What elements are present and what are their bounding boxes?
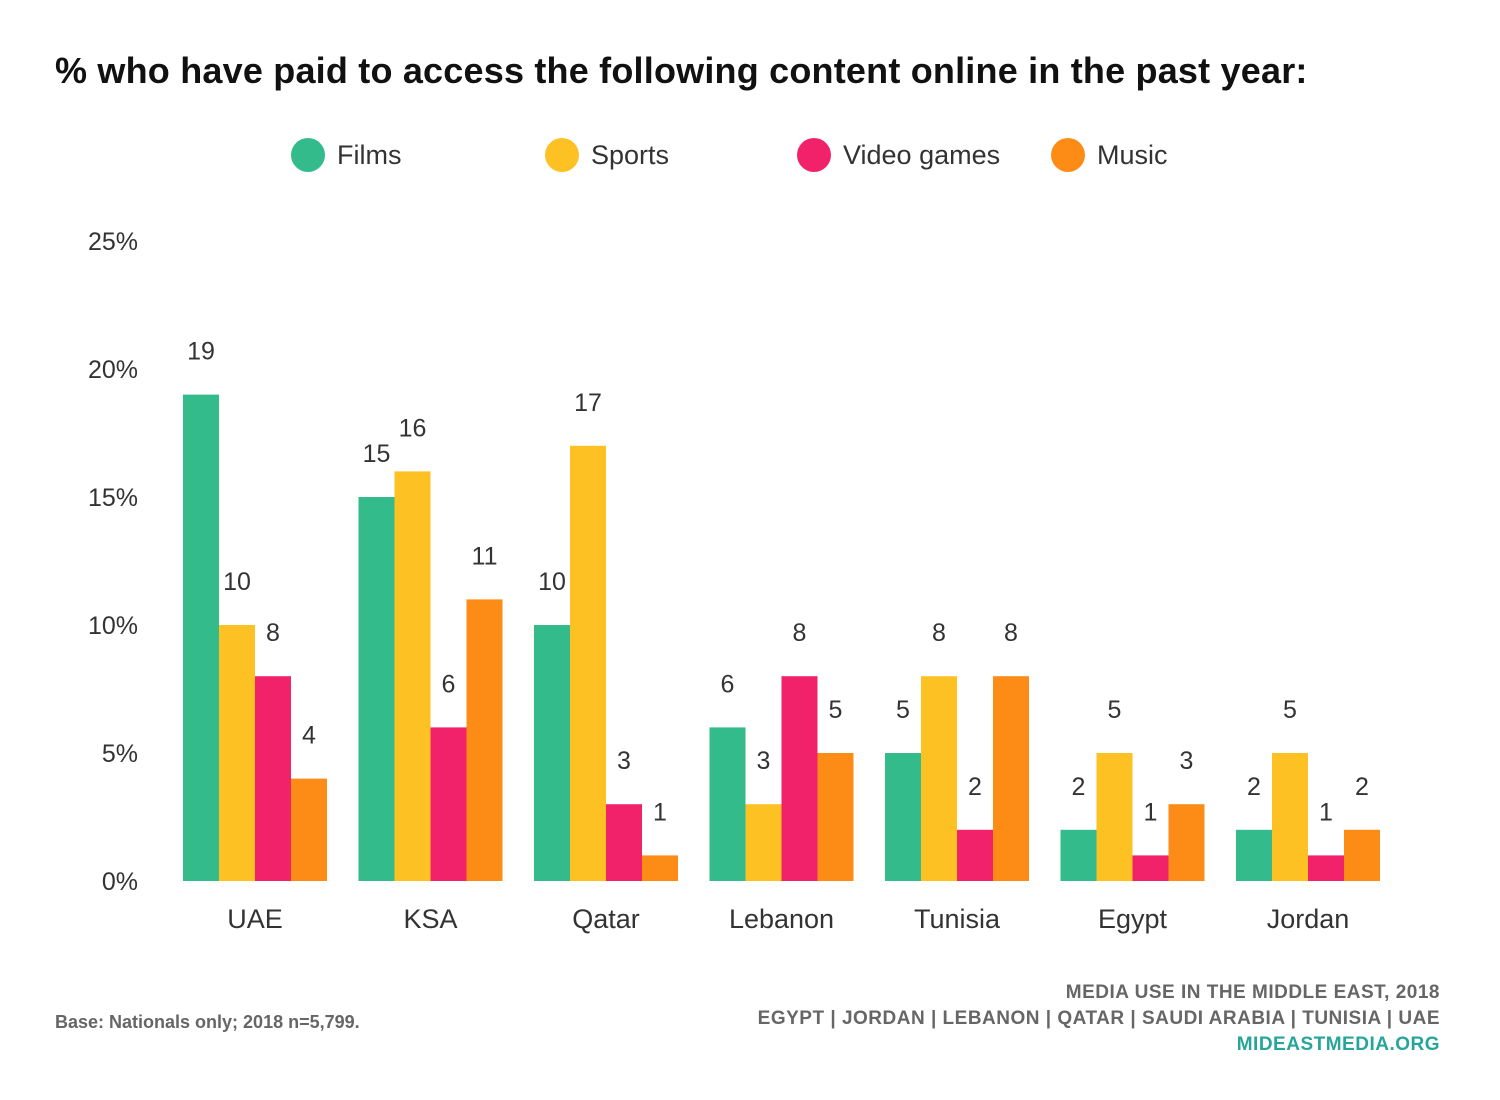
data-label: 2 — [968, 773, 982, 801]
bar-jordan-video-games — [1308, 855, 1344, 881]
data-label: 8 — [932, 619, 946, 647]
y-tick-label: 5% — [102, 740, 138, 768]
x-category-label: Jordan — [1267, 904, 1350, 934]
data-label: 2 — [1355, 773, 1369, 801]
data-label: 3 — [617, 747, 631, 775]
bar-ksa-sports — [394, 471, 431, 881]
data-label: 8 — [793, 619, 807, 647]
legend-label-music: Music — [1097, 139, 1168, 170]
bar-ksa-films — [358, 497, 395, 881]
y-tick-label: 0% — [102, 868, 138, 896]
bar-lebanon-sports — [745, 804, 782, 881]
bar-jordan-music — [1344, 829, 1380, 881]
legend: Films Sports Video games Music — [0, 130, 1500, 180]
bar-uae-films — [183, 394, 219, 881]
data-label: 15 — [363, 440, 391, 468]
bar-jordan-films — [1236, 829, 1272, 881]
data-label: 1 — [1319, 798, 1333, 826]
data-label: 10 — [538, 568, 566, 596]
data-label: 3 — [757, 747, 771, 775]
bar-tunisia-video-games — [957, 829, 993, 881]
data-label: 1 — [1144, 798, 1158, 826]
x-category-label: Egypt — [1098, 904, 1168, 934]
x-category-label: UAE — [227, 904, 283, 934]
source-block: MEDIA USE IN THE MIDDLE EAST, 2018 EGYPT… — [758, 980, 1440, 1058]
bar-tunisia-music — [993, 676, 1029, 881]
data-label: 4 — [302, 722, 316, 750]
bar-lebanon-video-games — [781, 676, 818, 881]
bar-tunisia-films — [885, 753, 921, 881]
data-label: 6 — [721, 670, 735, 698]
data-label: 16 — [399, 414, 427, 442]
data-label: 8 — [1004, 619, 1018, 647]
bar-egypt-films — [1060, 829, 1097, 881]
data-label: 8 — [266, 619, 280, 647]
x-category-label: KSA — [403, 904, 457, 934]
data-label: 5 — [1108, 696, 1122, 724]
source-title: MEDIA USE IN THE MIDDLE EAST, 2018 — [1065, 982, 1440, 1003]
bar-qatar-films — [534, 625, 570, 881]
bar-jordan-sports — [1272, 753, 1308, 881]
bar-ksa-music — [466, 599, 503, 881]
legend-item-films: Films — [291, 130, 401, 180]
bar-qatar-music — [642, 855, 678, 881]
bar-lebanon-music — [817, 753, 854, 881]
bar-uae-music — [291, 778, 327, 881]
bar-lebanon-films — [709, 727, 746, 881]
data-label: 3 — [1180, 747, 1194, 775]
bar-uae-video-games — [255, 676, 291, 881]
chart-title: % who have paid to access the following … — [55, 50, 1308, 91]
data-label: 5 — [896, 696, 910, 724]
source-countries: EGYPT | JORDAN | LEBANON | QATAR | SAUDI… — [757, 1008, 1440, 1029]
x-category-label: Lebanon — [729, 904, 834, 934]
legend-swatch-films — [291, 138, 325, 172]
legend-swatch-music — [1051, 138, 1085, 172]
bar-egypt-sports — [1096, 753, 1133, 881]
legend-item-sports: Sports — [545, 130, 669, 180]
x-category-label: Tunisia — [914, 904, 1001, 934]
legend-item-video-games: Video games — [797, 130, 1000, 180]
data-label: 19 — [187, 338, 215, 366]
y-tick-label: 20% — [88, 356, 138, 384]
data-label: 10 — [223, 568, 251, 596]
y-tick-label: 25% — [88, 228, 138, 256]
bar-egypt-music — [1168, 804, 1205, 881]
bar-egypt-video-games — [1132, 855, 1169, 881]
legend-label-video-games: Video games — [843, 139, 1001, 170]
y-tick-label: 10% — [88, 612, 138, 640]
legend-swatch-sports — [545, 138, 579, 172]
data-label: 1 — [653, 798, 667, 826]
legend-label-sports: Sports — [591, 139, 670, 170]
bar-qatar-sports — [570, 445, 606, 881]
x-category-label: Qatar — [572, 904, 640, 934]
data-label: 5 — [829, 696, 843, 724]
legend-item-music: Music — [1051, 130, 1168, 180]
data-label: 17 — [574, 389, 602, 417]
bar-ksa-video-games — [430, 727, 467, 881]
bar-uae-sports — [219, 625, 255, 881]
y-tick-label: 15% — [88, 484, 138, 512]
data-label: 11 — [472, 542, 498, 570]
base-note: Base: Nationals only; 2018 n=5,799. — [55, 1012, 360, 1032]
data-label: 5 — [1283, 696, 1297, 724]
bar-qatar-video-games — [606, 804, 642, 881]
legend-swatch-video-games — [797, 138, 831, 172]
data-label: 2 — [1247, 773, 1261, 801]
data-label: 6 — [442, 670, 456, 698]
bar-tunisia-sports — [921, 676, 957, 881]
source-website: MIDEASTMEDIA.ORG — [1236, 1034, 1440, 1055]
data-label: 2 — [1072, 773, 1086, 801]
legend-label-films: Films — [337, 139, 402, 170]
